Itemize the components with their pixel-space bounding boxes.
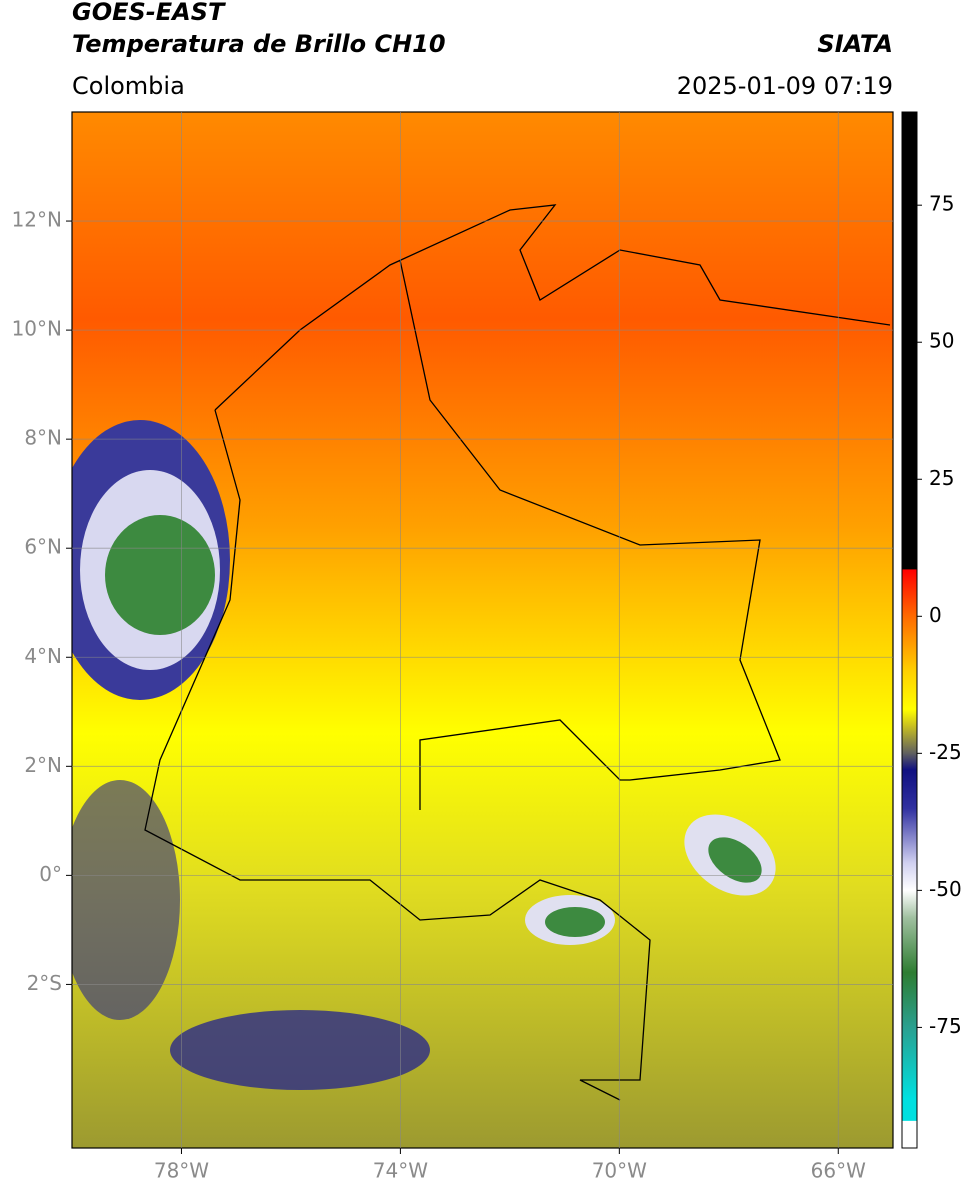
- y-tick-label: 4°N: [24, 644, 62, 668]
- datetime: 2025-01-09 07:19: [677, 72, 893, 100]
- source: SIATA: [817, 30, 893, 58]
- x-tick-label: 66°W: [811, 1159, 866, 1183]
- colorbar-tick-label: 75: [929, 192, 954, 216]
- border: [214, 204, 891, 411]
- subtitle: Temperatura de Brillo CH10: [72, 30, 446, 58]
- cloud: [545, 907, 605, 937]
- region: Colombia: [72, 72, 185, 100]
- border: [144, 409, 651, 1101]
- y-tick-label: 12°N: [12, 208, 62, 232]
- x-tick-label: 74°W: [373, 1159, 428, 1183]
- x-tick-label: 78°W: [154, 1159, 209, 1183]
- y-tick-label: 8°N: [24, 426, 62, 450]
- y-tick-label: 2°S: [27, 971, 62, 995]
- map-frame: [71, 111, 894, 1149]
- colorbar-tick-label: 25: [929, 466, 954, 490]
- x-tick-label: 70°W: [592, 1159, 647, 1183]
- title: GOES-EAST: [72, 0, 226, 26]
- cloud: [170, 1010, 430, 1090]
- cloud: [72, 780, 180, 1020]
- colorbar-tick-label: -75: [929, 1014, 962, 1038]
- y-tick-label: 2°N: [24, 753, 62, 777]
- colorbar-tick-label: 50: [929, 329, 954, 353]
- cloud: [105, 515, 215, 635]
- colorbar-tick-label: 0: [929, 603, 942, 627]
- y-tick-label: 0°: [39, 862, 62, 886]
- y-tick-label: 10°N: [12, 317, 62, 341]
- y-tick-label: 6°N: [24, 535, 62, 559]
- border: [399, 259, 781, 810]
- colorbar: [901, 111, 918, 1149]
- colorbar-tick-label: -25: [929, 740, 962, 764]
- colorbar-tick-label: -50: [929, 877, 962, 901]
- satellite-image: [72, 112, 893, 1148]
- cloud: [708, 837, 762, 883]
